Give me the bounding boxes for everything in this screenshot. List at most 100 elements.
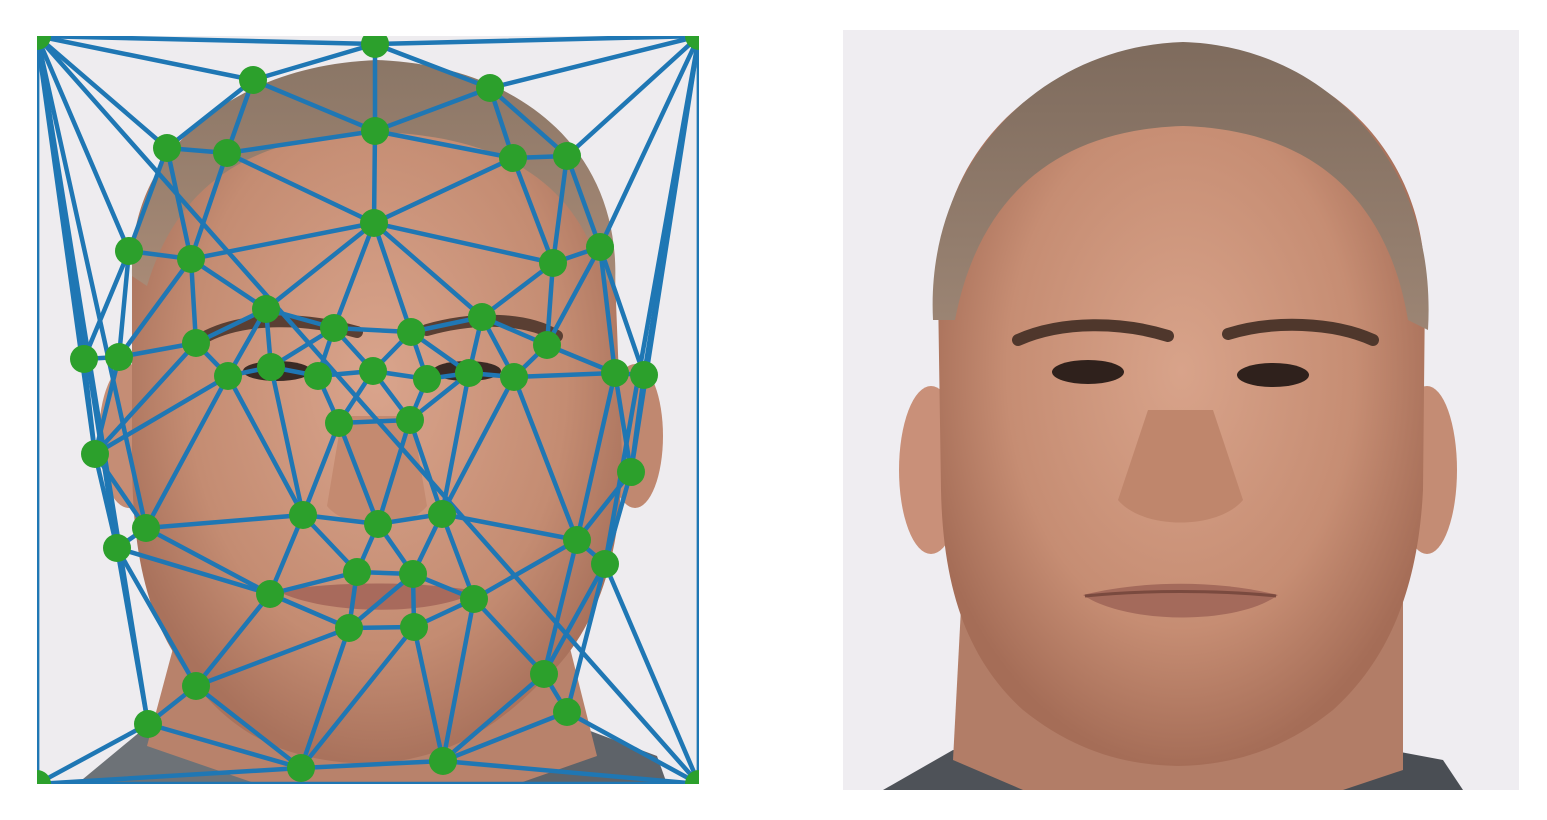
landmark-point — [685, 770, 699, 784]
mesh-edge — [597, 36, 699, 250]
mesh-edge — [250, 41, 378, 83]
landmark-point — [214, 362, 242, 390]
mesh-edge — [37, 721, 151, 784]
hair — [131, 60, 616, 286]
mesh-edge — [224, 128, 378, 156]
averaged-right-eyebrow — [1222, 318, 1379, 346]
landmark-point — [413, 365, 441, 393]
mesh-edge — [37, 36, 170, 151]
averaged-lip-line — [1084, 590, 1277, 598]
landmark-point — [182, 672, 210, 700]
mesh-edge — [371, 220, 556, 266]
landmark-point — [460, 585, 488, 613]
mesh-edge — [267, 569, 360, 597]
landmark-point — [177, 245, 205, 273]
landmark-point — [553, 142, 581, 170]
landmark-point — [586, 233, 614, 261]
mesh-edge — [116, 248, 132, 360]
landmark-point — [257, 353, 285, 381]
landmark-point — [553, 698, 581, 726]
mesh-edge — [487, 36, 699, 91]
mesh-edge — [143, 512, 306, 531]
mesh-edge — [439, 370, 472, 517]
mesh-edge — [471, 537, 580, 602]
landmark-point — [359, 357, 387, 385]
mesh-edge — [372, 36, 699, 47]
mesh-edge — [574, 370, 618, 543]
landmark-point — [134, 710, 162, 738]
landmark-point — [429, 747, 457, 775]
mesh-edge — [372, 41, 493, 91]
landmark-point — [361, 36, 389, 58]
mesh-edge — [371, 155, 516, 226]
mesh-edge — [597, 244, 647, 378]
mesh-edge — [126, 145, 170, 254]
mesh-edge — [188, 256, 199, 346]
landmark-point — [476, 74, 504, 102]
landmark-point — [533, 331, 561, 359]
mesh-edge — [439, 374, 517, 517]
landmark-point — [320, 314, 348, 342]
mesh-edge — [439, 511, 477, 602]
mesh-edge — [263, 220, 377, 312]
landmark-point — [617, 458, 645, 486]
landmark-point — [287, 754, 315, 782]
mesh-edge — [300, 420, 342, 518]
mesh-edge — [298, 625, 352, 771]
averaged-nose — [1118, 410, 1243, 523]
mesh-edge — [37, 36, 149, 531]
mesh-edge — [487, 85, 570, 159]
mesh-edge — [440, 671, 547, 764]
mesh-edge — [92, 340, 199, 457]
landmark-points — [37, 36, 699, 784]
mesh-edge — [193, 591, 273, 689]
averaged-right-eye — [1237, 363, 1309, 387]
landmark-point — [685, 36, 699, 50]
mesh-edge — [193, 625, 352, 689]
mesh-edge — [372, 128, 516, 161]
mesh-edge — [602, 469, 634, 567]
mesh-edge — [224, 150, 377, 226]
mesh-edge — [298, 758, 446, 771]
mesh-edge — [37, 36, 256, 83]
averaged-left-eyebrow — [1012, 319, 1174, 346]
mesh-edge — [81, 356, 98, 457]
mesh-edge — [92, 373, 231, 457]
landmark-point — [530, 660, 558, 688]
landmark-point — [468, 303, 496, 331]
landmark-point — [397, 318, 425, 346]
mesh-edge — [411, 624, 446, 764]
mesh-edge — [298, 624, 417, 771]
mesh-edge — [439, 511, 580, 543]
mesh-edge — [371, 128, 378, 226]
landmark-point — [153, 134, 181, 162]
mesh-edge — [371, 220, 414, 335]
landmark-point — [115, 237, 143, 265]
mesh-edge — [225, 373, 306, 518]
mesh-edge — [267, 591, 352, 631]
triangulated-face-svg — [37, 36, 699, 784]
mesh-edge — [114, 545, 199, 689]
landmark-point — [289, 501, 317, 529]
mesh-edge — [92, 451, 120, 551]
mesh-edge — [37, 36, 132, 254]
mesh-edge — [188, 220, 377, 262]
mesh-edge — [602, 561, 699, 784]
landmark-point — [343, 558, 371, 586]
mesh-edge — [114, 545, 151, 727]
landmark-point — [132, 514, 160, 542]
landmark-point — [70, 345, 98, 373]
mesh-edge — [164, 145, 194, 262]
mesh-edge — [372, 85, 493, 134]
landmark-point — [630, 361, 658, 389]
landmark-point — [455, 359, 483, 387]
landmark-point — [361, 117, 389, 145]
landmark-point — [399, 560, 427, 588]
mesh-edge — [371, 220, 485, 320]
mesh-edge — [267, 512, 306, 597]
mesh-edge — [541, 561, 608, 677]
landmark-point — [400, 613, 428, 641]
mesh-edge — [92, 451, 149, 531]
landmark-point — [105, 343, 133, 371]
mesh-edge — [331, 220, 377, 331]
